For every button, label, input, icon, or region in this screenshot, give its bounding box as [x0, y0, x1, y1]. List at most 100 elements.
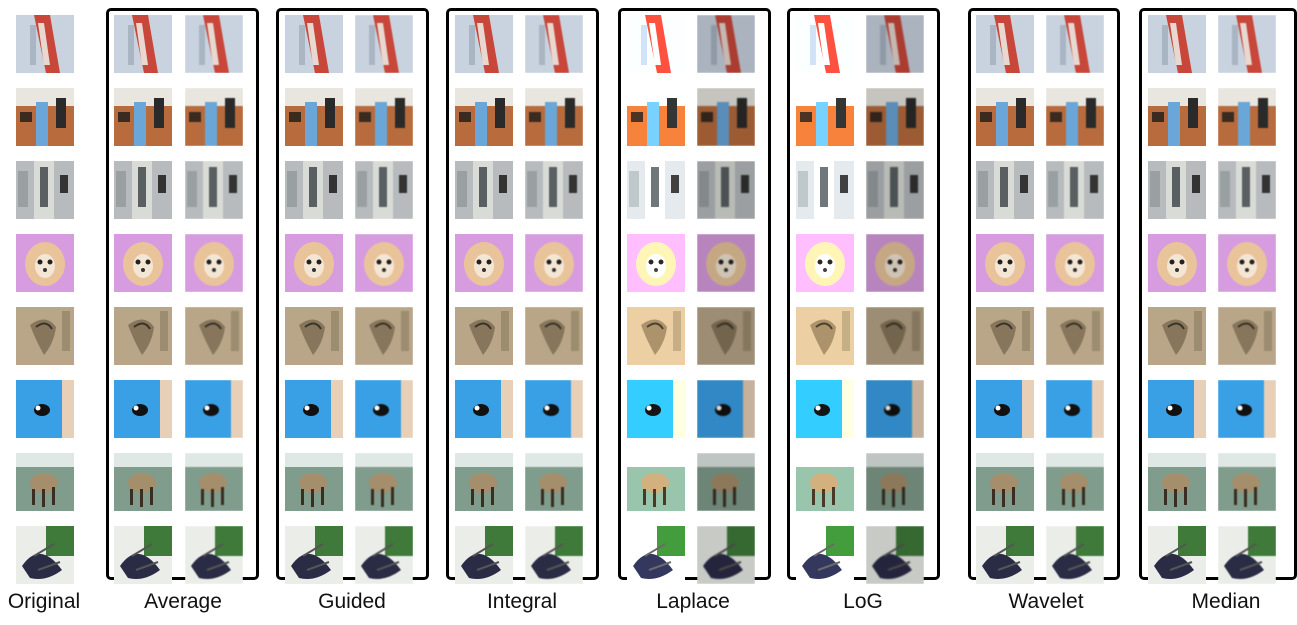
filtered-thumbnail — [976, 380, 1034, 438]
filtered-thumbnail — [976, 453, 1034, 511]
filtered-thumbnail — [796, 453, 854, 511]
filtered-thumbnail — [525, 526, 583, 584]
filtered-thumbnail — [525, 161, 583, 219]
filtered-thumbnail — [455, 88, 513, 146]
filtered-thumbnail — [114, 15, 172, 73]
filtered-thumbnail — [285, 380, 343, 438]
filtered-thumbnail — [114, 161, 172, 219]
filtered-thumbnail — [455, 380, 513, 438]
filtered-thumbnail — [697, 234, 755, 292]
original-thumbnail — [16, 88, 74, 146]
filtered-thumbnail — [114, 88, 172, 146]
filtered-thumbnail — [185, 453, 243, 511]
filtered-thumbnail — [697, 526, 755, 584]
filtered-thumbnail — [455, 234, 513, 292]
filtered-thumbnail — [525, 453, 583, 511]
filtered-thumbnail — [1046, 307, 1104, 365]
filtered-thumbnail — [866, 453, 924, 511]
filtered-thumbnail — [114, 453, 172, 511]
filtered-thumbnail — [185, 234, 243, 292]
filtered-thumbnail — [1046, 161, 1104, 219]
filtered-thumbnail — [285, 15, 343, 73]
filtered-thumbnail — [697, 88, 755, 146]
filtered-thumbnail — [1046, 88, 1104, 146]
filter-group-frame — [787, 8, 940, 580]
filtered-thumbnail — [355, 526, 413, 584]
filtered-thumbnail — [976, 526, 1034, 584]
column-label: Average — [144, 590, 222, 613]
filtered-thumbnail — [1148, 15, 1206, 73]
filtered-thumbnail — [1218, 526, 1276, 584]
filtered-thumbnail — [866, 234, 924, 292]
column-label: Laplace — [656, 590, 730, 613]
filtered-thumbnail — [627, 453, 685, 511]
filtered-thumbnail — [525, 88, 583, 146]
filtered-thumbnail — [1046, 15, 1104, 73]
filtered-thumbnail — [627, 526, 685, 584]
original-thumbnail — [16, 161, 74, 219]
filtered-thumbnail — [285, 161, 343, 219]
filtered-thumbnail — [1218, 88, 1276, 146]
column-label: Original — [7, 590, 81, 613]
filtered-thumbnail — [285, 234, 343, 292]
filtered-thumbnail — [697, 307, 755, 365]
filtered-thumbnail — [1046, 234, 1104, 292]
filtered-thumbnail — [1148, 307, 1206, 365]
column-label: Median — [1191, 590, 1261, 613]
filter-group-frame — [968, 8, 1120, 580]
filtered-thumbnail — [1218, 453, 1276, 511]
filtered-thumbnail — [627, 234, 685, 292]
filtered-thumbnail — [525, 15, 583, 73]
filtered-thumbnail — [1046, 380, 1104, 438]
filtered-thumbnail — [976, 15, 1034, 73]
filtered-thumbnail — [796, 15, 854, 73]
filtered-thumbnail — [455, 307, 513, 365]
filtered-thumbnail — [697, 380, 755, 438]
filtered-thumbnail — [114, 526, 172, 584]
column-label: LoG — [843, 590, 883, 613]
filtered-thumbnail — [355, 453, 413, 511]
original-thumbnail — [16, 15, 74, 73]
filtered-thumbnail — [355, 161, 413, 219]
filtered-thumbnail — [866, 380, 924, 438]
filtered-thumbnail — [866, 161, 924, 219]
filtered-thumbnail — [697, 453, 755, 511]
filtered-thumbnail — [1148, 88, 1206, 146]
filtered-thumbnail — [627, 88, 685, 146]
filtered-thumbnail — [355, 234, 413, 292]
filtered-thumbnail — [1046, 526, 1104, 584]
filtered-thumbnail — [185, 88, 243, 146]
filtered-thumbnail — [1218, 161, 1276, 219]
filtered-thumbnail — [976, 307, 1034, 365]
filtered-thumbnail — [1148, 526, 1206, 584]
filtered-thumbnail — [114, 380, 172, 438]
filtered-thumbnail — [976, 234, 1034, 292]
filtered-thumbnail — [285, 307, 343, 365]
filtered-thumbnail — [114, 307, 172, 365]
filter-group-frame — [618, 8, 771, 580]
filtered-thumbnail — [185, 380, 243, 438]
filtered-thumbnail — [796, 380, 854, 438]
filtered-thumbnail — [627, 380, 685, 438]
filtered-thumbnail — [525, 380, 583, 438]
filter-group-frame — [106, 8, 259, 580]
filtered-thumbnail — [796, 526, 854, 584]
filtered-thumbnail — [796, 307, 854, 365]
filtered-thumbnail — [697, 15, 755, 73]
filtered-thumbnail — [1218, 380, 1276, 438]
filtered-thumbnail — [627, 307, 685, 365]
filtered-thumbnail — [1148, 161, 1206, 219]
filtered-thumbnail — [185, 526, 243, 584]
original-thumbnail — [16, 453, 74, 511]
filtered-thumbnail — [627, 161, 685, 219]
filtered-thumbnail — [355, 380, 413, 438]
filtered-thumbnail — [355, 88, 413, 146]
filtered-thumbnail — [697, 161, 755, 219]
filtered-thumbnail — [796, 234, 854, 292]
filter-group-frame — [446, 8, 599, 580]
filtered-thumbnail — [866, 526, 924, 584]
column-label: Guided — [318, 590, 386, 613]
filtered-thumbnail — [627, 15, 685, 73]
filtered-thumbnail — [1218, 307, 1276, 365]
